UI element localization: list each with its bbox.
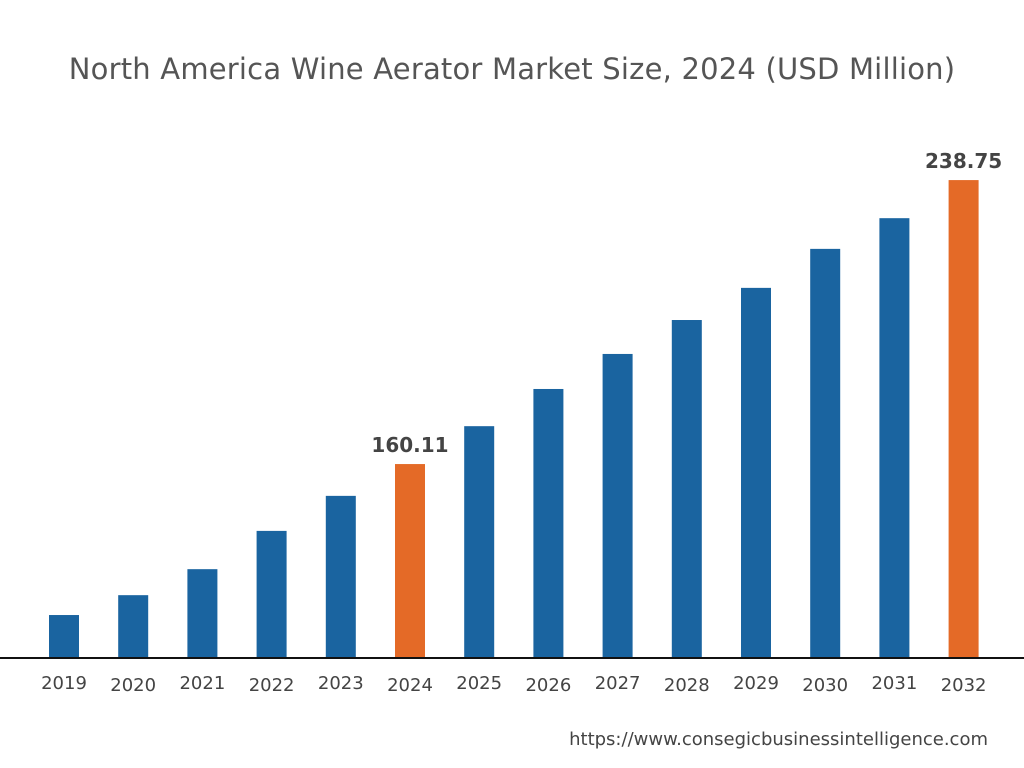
bar-2030	[810, 248, 841, 658]
bar-2020	[118, 595, 149, 658]
x-tick-label: 2024	[387, 675, 433, 696]
x-tick-label: 2026	[525, 675, 571, 696]
x-tick-label: 2021	[179, 673, 225, 694]
bar-2025	[464, 426, 495, 658]
bar-2028	[671, 320, 702, 658]
chart-title: North America Wine Aerator Market Size, …	[68, 52, 956, 86]
x-tick-label: 2030	[802, 675, 848, 696]
bar-2029	[741, 287, 771, 658]
source-url: https://www.consegicbusinessintelligence…	[569, 729, 988, 750]
x-tick-label: 2022	[249, 675, 295, 696]
x-tick-label: 2029	[733, 673, 779, 694]
bar-2026	[533, 388, 564, 658]
x-tick-label: 2023	[318, 673, 364, 694]
x-tick-label: 2028	[664, 675, 710, 696]
bar-2019	[49, 615, 79, 658]
x-tick-label: 2020	[110, 675, 156, 696]
bar-2024	[395, 464, 425, 658]
x-tick-label: 2031	[871, 673, 917, 694]
bar-2022	[256, 530, 287, 658]
x-tick-label: 2025	[456, 673, 502, 694]
x-tick-label: 2027	[595, 673, 641, 694]
data-label: 160.11	[371, 433, 448, 457]
data-label: 238.75	[925, 149, 1002, 173]
bar-2027	[602, 353, 633, 658]
x-tick-label: 2019	[41, 673, 87, 694]
bar-2021	[187, 569, 218, 658]
x-tick-label: 2032	[941, 675, 987, 696]
bar-2032	[948, 180, 979, 658]
bar-2031	[879, 218, 910, 658]
bar-2023	[325, 495, 356, 658]
